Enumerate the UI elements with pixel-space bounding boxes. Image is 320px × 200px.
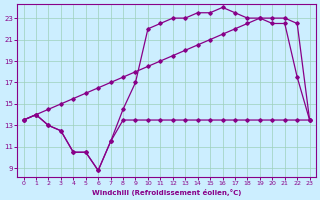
- X-axis label: Windchill (Refroidissement éolien,°C): Windchill (Refroidissement éolien,°C): [92, 189, 241, 196]
